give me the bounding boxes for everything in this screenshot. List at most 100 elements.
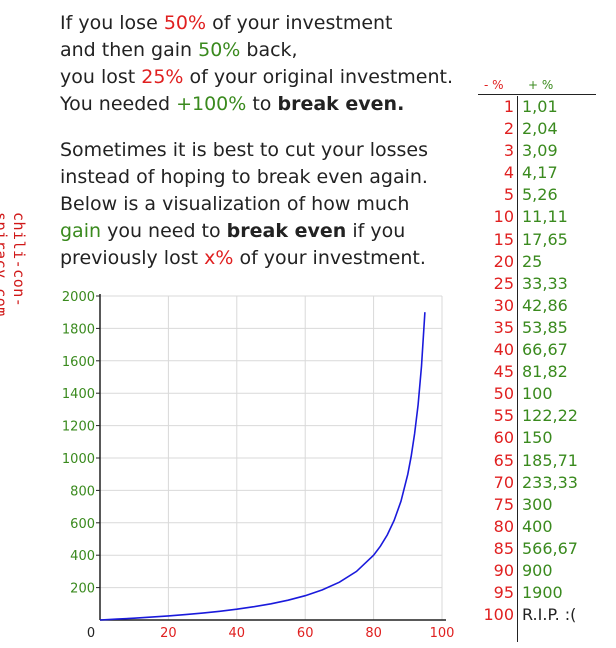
y-tick-label: 600 bbox=[70, 517, 95, 532]
explanation-text-part: you need to bbox=[101, 220, 227, 242]
gain-value: 33,33 bbox=[522, 273, 568, 293]
explanation-line-1: Sometimes it is best to cut your losses bbox=[60, 139, 429, 161]
intro-line-2: and then gain 50% back, bbox=[60, 37, 460, 64]
table-row: 60 150 bbox=[478, 427, 608, 449]
y-tick-label: 1200 bbox=[62, 420, 95, 435]
series-line bbox=[99, 312, 426, 621]
table-row: 3 3,09 bbox=[478, 140, 608, 162]
needed-gain-percent: +100% bbox=[176, 93, 247, 115]
table-row: 1 1,01 bbox=[478, 96, 608, 118]
watermark: chili-con-spiracy.com bbox=[0, 212, 28, 317]
table-row: 50 100 bbox=[478, 383, 608, 405]
intro-text-part: If you lose bbox=[60, 12, 164, 34]
x-tick-label: 20 bbox=[160, 626, 177, 640]
header-divider bbox=[478, 94, 596, 95]
x-tick-label: 100 bbox=[430, 626, 454, 640]
table-row: 4 4,17 bbox=[478, 162, 608, 184]
table-row: 10 11,11 bbox=[478, 206, 608, 228]
x-tick-label: 40 bbox=[229, 626, 246, 640]
gain-value: 2,04 bbox=[522, 119, 558, 139]
intro-text-part: of your investment bbox=[206, 12, 393, 34]
gain-value: 1,01 bbox=[522, 97, 558, 116]
y-tick-label: 200 bbox=[70, 582, 95, 597]
table-row: 2 2,04 bbox=[478, 118, 608, 140]
gain-value: 900 bbox=[522, 560, 553, 580]
gain-word: gain bbox=[60, 220, 102, 242]
loss-value: 35 bbox=[493, 317, 514, 337]
gain-value: R.I.P. :( bbox=[522, 605, 577, 625]
gain-value: 5,26 bbox=[522, 185, 558, 205]
table-row: 100 R.I.P. :( bbox=[478, 604, 608, 626]
explanation-line-5: previously lost x% of your investment. bbox=[60, 245, 460, 272]
table-row: 75 300 bbox=[478, 494, 608, 516]
loss-value: 2 bbox=[503, 119, 514, 139]
loss-header: - % bbox=[484, 78, 504, 92]
explanation-text-part: of your investment. bbox=[233, 247, 426, 269]
y-tick-label: 1400 bbox=[62, 387, 95, 402]
loss-value: 65 bbox=[493, 450, 514, 470]
table-row: 85 566,67 bbox=[478, 538, 608, 560]
gain-percent: 50% bbox=[198, 39, 241, 61]
table-row: 40 66,67 bbox=[478, 339, 608, 361]
intro-text: If you lose 50% of your investment and t… bbox=[60, 10, 460, 118]
loss-percent: 50% bbox=[163, 12, 207, 34]
intro-text-part: and then gain bbox=[60, 39, 199, 61]
loss-value: 95 bbox=[493, 583, 514, 603]
x-tick-label: 0 bbox=[87, 626, 95, 640]
table-row: 25 33,33 bbox=[478, 273, 608, 295]
loss-value: 50 bbox=[493, 384, 514, 404]
loss-value: 15 bbox=[493, 229, 514, 249]
table-row: 55 122,22 bbox=[478, 405, 608, 427]
loss-value: 3 bbox=[503, 141, 514, 161]
gain-value: 81,82 bbox=[522, 362, 568, 382]
y-tick-label: 1800 bbox=[62, 322, 95, 337]
x-tick-label: 80 bbox=[365, 626, 382, 640]
y-tick-label: 800 bbox=[70, 484, 95, 499]
table-row: 15 17,65 bbox=[478, 229, 608, 251]
loss-value: 10 bbox=[493, 207, 514, 227]
loss-value: 40 bbox=[493, 340, 514, 360]
loss-value: 5 bbox=[503, 185, 514, 205]
loss-value: 80 bbox=[493, 516, 514, 536]
table-row: 70 233,33 bbox=[478, 472, 608, 494]
table-row: 35 53,85 bbox=[478, 317, 608, 339]
loss-value: 90 bbox=[493, 560, 514, 580]
gain-header: + % bbox=[528, 78, 554, 92]
gain-value: 122,22 bbox=[522, 406, 578, 426]
loss-value: 1 bbox=[503, 97, 514, 116]
gain-value: 3,09 bbox=[522, 141, 558, 161]
intro-text-part: You needed bbox=[60, 93, 177, 115]
loss-value: 30 bbox=[493, 295, 514, 315]
loss-value: 75 bbox=[493, 494, 514, 514]
gain-value: 100 bbox=[522, 384, 553, 404]
loss-value: 25 bbox=[493, 273, 514, 293]
explanation-text-part: previously lost bbox=[60, 247, 205, 269]
gain-value: 400 bbox=[522, 516, 553, 536]
table-row: 90 900 bbox=[478, 560, 608, 582]
intro-text-part: you lost bbox=[60, 66, 142, 88]
gain-value: 300 bbox=[522, 494, 553, 514]
break-even-chart: 200 400 600 800 1000 1200 1400 1600 1800 2000 0 20 4… bbox=[62, 290, 454, 640]
break-even-text: break even bbox=[226, 220, 347, 242]
intro-text-part: to bbox=[246, 93, 278, 115]
gain-value: 17,65 bbox=[522, 229, 568, 249]
loss-value: 55 bbox=[493, 406, 514, 426]
gain-value: 566,67 bbox=[522, 538, 578, 558]
loss-value: 20 bbox=[493, 251, 514, 271]
gain-value: 185,71 bbox=[522, 450, 578, 470]
table-row: 80 400 bbox=[478, 516, 608, 538]
x-tick-label: 60 bbox=[297, 626, 314, 640]
intro-text-part: back, bbox=[240, 39, 298, 61]
loss-value: 4 bbox=[503, 163, 514, 183]
table-row: 95 1900 bbox=[478, 582, 608, 604]
explanation-line-4: gain you need to break even if you bbox=[60, 218, 460, 245]
explanation-text-part: if you bbox=[346, 220, 406, 242]
explanation-line-2: instead of hoping to break even again. bbox=[60, 166, 428, 188]
gain-value: 42,86 bbox=[522, 295, 568, 315]
gain-value: 150 bbox=[522, 428, 553, 448]
break-even-text: break even. bbox=[277, 93, 405, 115]
loss-value: 100 bbox=[483, 605, 514, 625]
table-row: 65 185,71 bbox=[478, 450, 608, 472]
loss-value: 45 bbox=[493, 362, 514, 382]
gain-value: 25 bbox=[522, 251, 543, 271]
